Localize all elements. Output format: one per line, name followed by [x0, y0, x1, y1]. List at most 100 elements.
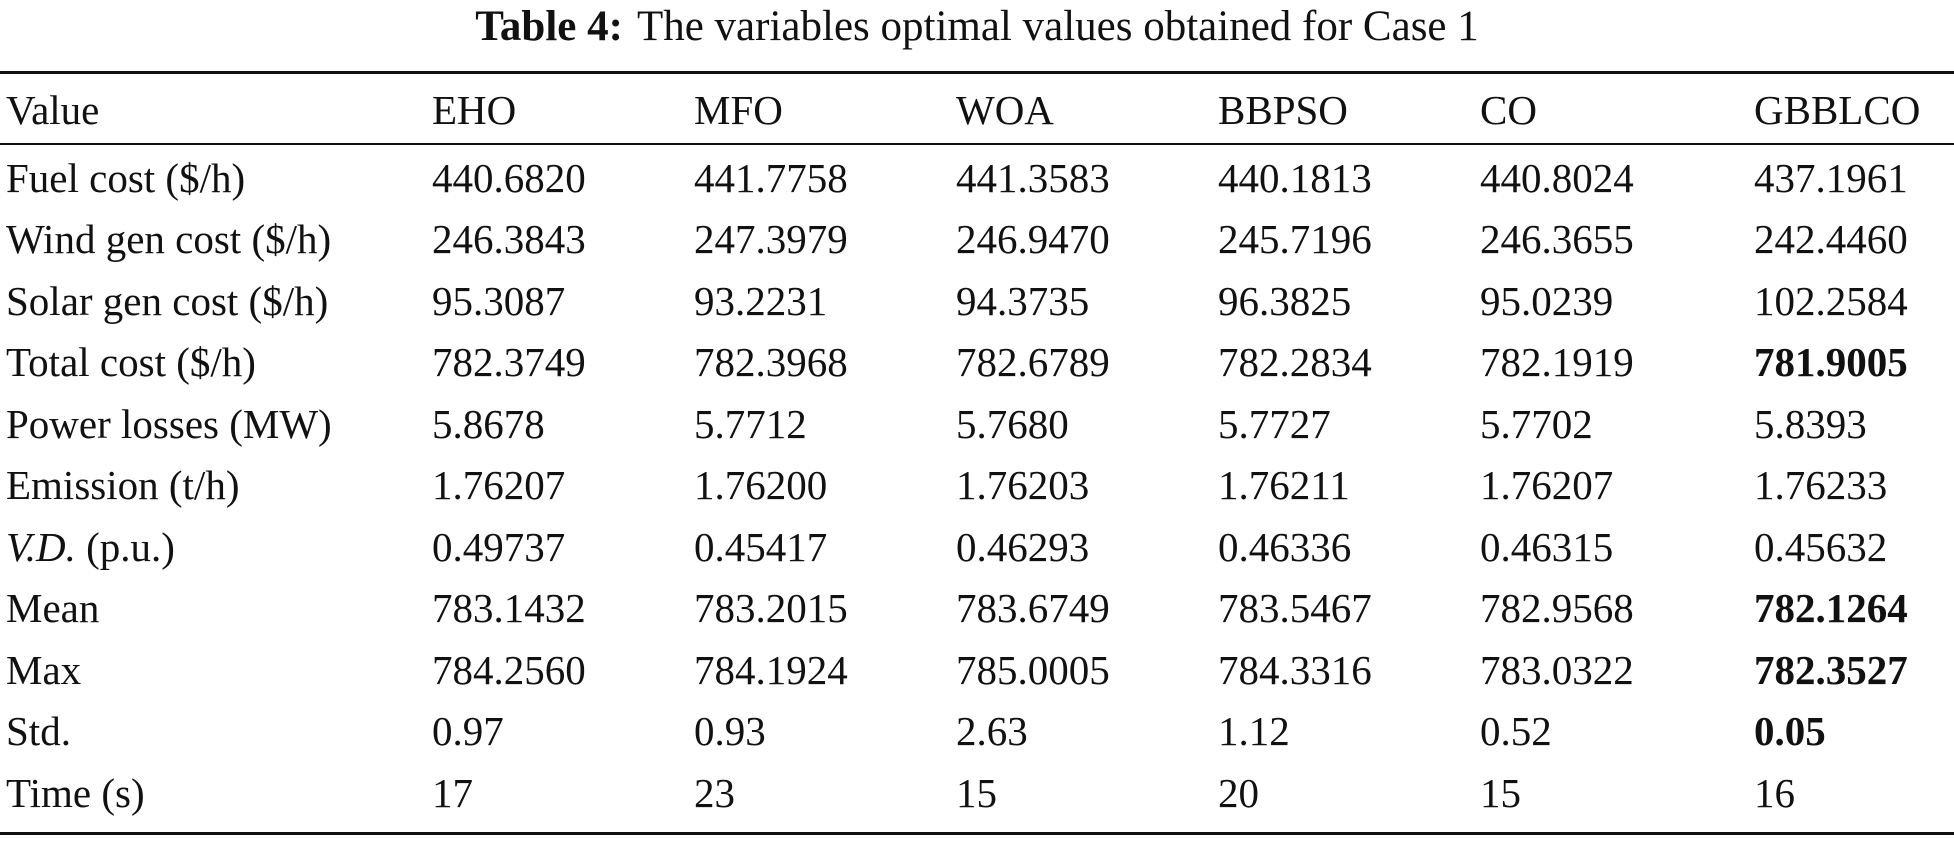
table-cell: 0.45417 — [694, 523, 828, 570]
column-header-value: Value — [6, 87, 100, 133]
table-cell: 782.1264 — [1754, 585, 1908, 632]
table-cell: 0.93 — [694, 708, 766, 755]
row-label: Emission (t/h) — [6, 462, 240, 509]
table-cell: 2.63 — [956, 708, 1028, 755]
table-cell: 0.52 — [1480, 708, 1552, 755]
table-row: Total cost ($/h) 782.3749 782.3968 782.6789… — [0, 332, 1954, 394]
column-header-mfo: MFO — [694, 87, 783, 133]
row-label: Total cost ($/h) — [6, 339, 256, 386]
table-cell: 247.3979 — [694, 216, 848, 263]
table-cell: 95.0239 — [1480, 277, 1614, 324]
table-cell: 94.3735 — [956, 277, 1090, 324]
table-cell: 784.2560 — [432, 646, 586, 693]
table-cell: 782.9568 — [1480, 585, 1634, 632]
table-cell: 20 — [1218, 769, 1259, 816]
table-row: Solar gen cost ($/h) 95.3087 93.2231 94.373… — [0, 270, 1954, 332]
table-cell: 246.3655 — [1480, 216, 1634, 263]
table-cell: 0.49737 — [432, 523, 566, 570]
table-cell: 440.8024 — [1480, 154, 1634, 201]
row-label: Wind gen cost ($/h) — [6, 216, 332, 263]
table-row: Std. 0.97 0.93 2.63 1.12 0.52 0.05 — [0, 701, 1954, 763]
results-table: Value EHO MFO WOA BBPSO CO GBBLCO Fuel c… — [0, 77, 1954, 824]
table-cell: 102.2584 — [1754, 277, 1908, 324]
table-cell: 23 — [694, 769, 735, 816]
table-row: Wind gen cost ($/h) 246.3843 247.3979 246.9… — [0, 209, 1954, 271]
table-cell: 15 — [956, 769, 997, 816]
row-label: V.D. (p.u.) — [0, 516, 432, 578]
row-label-italic: V.D. — [6, 523, 76, 570]
table-cell: 246.3843 — [432, 216, 586, 263]
column-header-eho: EHO — [432, 87, 517, 133]
table-cell: 246.9470 — [956, 216, 1110, 263]
table-cell: 440.1813 — [1218, 154, 1372, 201]
table-cell: 441.3583 — [956, 154, 1110, 201]
table-bottom-rule — [0, 832, 1954, 835]
table-cell: 440.6820 — [432, 154, 586, 201]
table-cell: 783.5467 — [1218, 585, 1372, 632]
table-cell: 783.0322 — [1480, 646, 1634, 693]
table-cell: 0.46315 — [1480, 523, 1614, 570]
column-header-bbpso: BBPSO — [1218, 87, 1348, 133]
table-row: Power losses (MW) 5.8678 5.7712 5.7680 5.772… — [0, 393, 1954, 455]
table-cell: 782.3968 — [694, 339, 848, 386]
table-header-rule — [0, 143, 1954, 145]
table-row: Fuel cost ($/h) 440.6820 441.7758 441.3583 4… — [0, 143, 1954, 209]
table-row: Mean 783.1432 783.2015 783.6749 783.5467 782.… — [0, 578, 1954, 640]
table-cell: 17 — [432, 769, 473, 816]
table-cell: 15 — [1480, 769, 1521, 816]
table-cell: 1.76203 — [956, 462, 1090, 509]
table-top-rule — [0, 71, 1954, 74]
table-cell: 0.97 — [432, 708, 504, 755]
table-cell: 1.76200 — [694, 462, 828, 509]
table-cell: 0.45632 — [1754, 523, 1888, 570]
table-cell: 1.76233 — [1754, 462, 1888, 509]
table-cell: 16 — [1754, 769, 1795, 816]
table-cell: 5.7680 — [956, 400, 1069, 447]
table-cell: 96.3825 — [1218, 277, 1352, 324]
row-label: Std. — [6, 708, 71, 755]
table-cell: 242.4460 — [1754, 216, 1908, 263]
table-cell: 0.05 — [1754, 708, 1826, 755]
table-cell: 245.7196 — [1218, 216, 1372, 263]
table-row: Emission (t/h) 1.76207 1.76200 1.76203 1.762… — [0, 455, 1954, 517]
table-cell: 93.2231 — [694, 277, 828, 324]
table-cell: 782.3527 — [1754, 646, 1908, 693]
table-cell: 5.8393 — [1754, 400, 1867, 447]
row-label: Power losses (MW) — [6, 400, 332, 447]
table-cell: 785.0005 — [956, 646, 1110, 693]
table-row: Time (s) 17 23 15 20 15 16 — [0, 762, 1954, 824]
table-cell: 784.3316 — [1218, 646, 1372, 693]
table-cell: 0.46336 — [1218, 523, 1352, 570]
table-cell: 5.7702 — [1480, 400, 1593, 447]
caption-text: The variables optimal values obtained fo… — [636, 3, 1479, 50]
row-label: Time (s) — [6, 769, 145, 816]
table-cell: 1.12 — [1218, 708, 1290, 755]
table-cell: 782.2834 — [1218, 339, 1372, 386]
row-label-rest: (p.u.) — [75, 523, 175, 570]
table-cell: 5.7727 — [1218, 400, 1331, 447]
table-body: Fuel cost ($/h) 440.6820 441.7758 441.3583 4… — [0, 143, 1954, 824]
table-cell: 783.2015 — [694, 585, 848, 632]
table-cell: 437.1961 — [1754, 154, 1908, 201]
table-row: V.D. (p.u.) 0.49737 0.45417 0.46293 0.46336 0… — [0, 516, 1954, 578]
row-label: Mean — [6, 585, 100, 632]
row-label: Max — [6, 646, 82, 693]
caption-label: Table 4: — [475, 3, 623, 50]
table-cell: 1.76207 — [432, 462, 566, 509]
table-cell: 95.3087 — [432, 277, 566, 324]
column-header-gbblco: GBBLCO — [1754, 87, 1921, 133]
table-cell: 783.6749 — [956, 585, 1110, 632]
table-row: Max 784.2560 784.1924 785.0005 784.3316 783.0… — [0, 639, 1954, 701]
table-caption: Table 4: The variables optimal values obt… — [0, 0, 1954, 62]
table-cell: 781.9005 — [1754, 339, 1908, 386]
table-cell: 0.46293 — [956, 523, 1090, 570]
table-cell: 784.1924 — [694, 646, 848, 693]
table-cell: 782.3749 — [432, 339, 586, 386]
column-header-woa: WOA — [956, 87, 1054, 133]
row-label: Solar gen cost ($/h) — [6, 277, 329, 324]
table-cell: 783.1432 — [432, 585, 586, 632]
column-header-co: CO — [1480, 87, 1537, 133]
table-cell: 441.7758 — [694, 154, 848, 201]
header-row: Value EHO MFO WOA BBPSO CO GBBLCO — [0, 77, 1954, 143]
table-cell: 782.1919 — [1480, 339, 1634, 386]
